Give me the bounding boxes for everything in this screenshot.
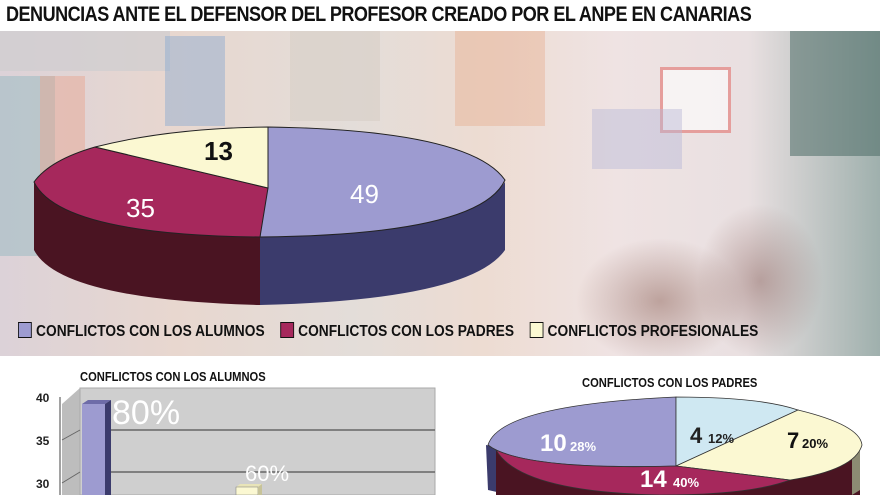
classroom-photo-background [0,31,880,356]
legend-item-padres: CONFLICTOS CON LOS PADRES [280,322,514,341]
legend-label-padres: CONFLICTOS CON LOS PADRES [298,323,515,340]
legend-label-profesionales: CONFLICTOS PROFESIONALES [547,323,759,340]
y-tick-40: 40 [36,391,50,405]
padres-label-14: 14 [640,466,667,493]
padres-label-7: 7 [787,428,799,453]
legend-swatch-profesionales [529,322,544,338]
bar-label-60: 60% [245,461,289,486]
pie-slice-alumnos [259,126,506,238]
padres-pct-28: 28% [570,439,596,454]
main-legend: CONFLICTOS CON LOS ALUMNOS CONFLICTOS CO… [18,322,769,341]
padres-pct-20: 20% [802,436,828,451]
legend-swatch-padres [280,322,294,338]
label-alumnos: 49 [350,179,379,209]
bar-chart-title: CONFLICTOS CON LOS ALUMNOS [80,369,266,384]
padres-pie-title: CONFLICTOS CON LOS PADRES [582,375,758,390]
bar-label-80: 80% [112,394,180,432]
pie-slice-profesionales [94,126,269,189]
bar-chart: 40 35 30 80% 60% [36,387,436,495]
label-profesionales: 13 [204,136,233,166]
legend-swatch-alumnos [18,322,32,338]
pie-slice-padres [33,146,269,238]
main-pie-chart: 49 35 13 [33,126,506,305]
padres-pct-12: 12% [708,431,734,446]
padres-slice-10 [487,396,677,467]
legend-item-alumnos: CONFLICTOS CON LOS ALUMNOS [18,322,265,341]
legend-label-alumnos: CONFLICTOS CON LOS ALUMNOS [36,323,265,340]
y-tick-30: 30 [36,477,50,491]
legend-item-profesionales: CONFLICTOS PROFESIONALES [529,322,758,341]
padres-pie-chart: 10 28% 4 12% 7 20% 14 40% [486,396,863,495]
label-padres: 35 [126,193,155,223]
padres-slice-7 [674,409,863,481]
padres-pct-40: 40% [673,475,699,490]
padres-slice-14 [495,449,791,495]
padres-label-10: 10 [540,430,567,457]
y-tick-35: 35 [36,434,50,448]
pie-side-padres [34,182,260,305]
padres-label-4: 4 [690,423,703,448]
page-title: DENUNCIAS ANTE EL DEFENSOR DEL PROFESOR … [6,3,752,26]
pie-side-alumnos [260,182,505,305]
